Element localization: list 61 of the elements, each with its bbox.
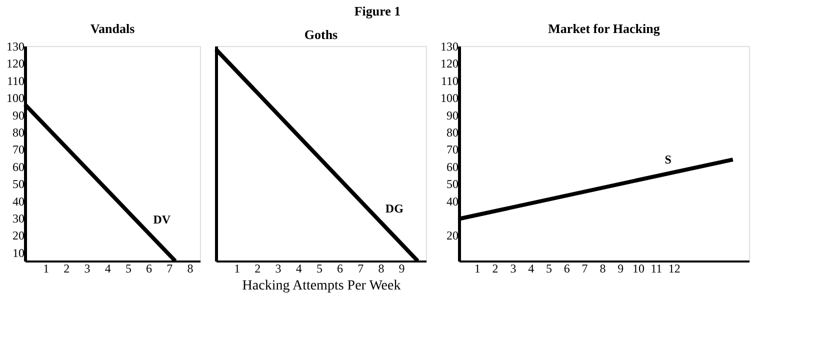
y-tick-label: 80 — [12, 126, 24, 140]
x-tick-label: 9 — [398, 262, 405, 276]
y-tick-label: 60 — [12, 160, 24, 174]
y-tick-label: 120 — [6, 56, 24, 71]
y-tick-label: 100 — [440, 91, 458, 106]
x-tick-label: 3 — [510, 262, 516, 276]
chart-title: Goths — [304, 27, 338, 42]
x-tick-label: 3 — [84, 262, 90, 276]
x-tick-label: 10 — [632, 262, 645, 276]
x-tick-label: 5 — [546, 262, 552, 276]
x-tick-label: 7 — [166, 262, 173, 276]
caption: Figure 1 — [354, 4, 401, 18]
y-tick-label: 50 — [12, 177, 24, 192]
y-tick-label: 30 — [12, 212, 24, 226]
x-tick-label: 1 — [474, 262, 480, 276]
y-tick-label: 90 — [446, 108, 458, 122]
y-tick-label: 40 — [12, 194, 24, 208]
y-tick-label: 20 — [446, 228, 458, 243]
x-tick-label: 4 — [296, 262, 302, 276]
series-label: DV — [153, 212, 171, 227]
x-tick-label: 6 — [146, 262, 152, 276]
x-tick-label: 3 — [275, 262, 282, 276]
x-tick-label: 2 — [64, 262, 70, 276]
y-tick-label: 40 — [446, 194, 458, 208]
x-tick-label: 5 — [316, 262, 322, 276]
x-axis-title: Hacking Attempts Per Week — [242, 278, 401, 294]
x-tick-label: 2 — [492, 262, 498, 276]
series-label: DG — [385, 202, 404, 216]
x-tick-label: 1 — [43, 262, 50, 276]
y-tick-label: 110 — [6, 74, 24, 88]
y-tick-label: 120 — [440, 56, 458, 71]
y-tick-label: 90 — [12, 108, 24, 122]
x-tick-label: 11 — [650, 262, 662, 276]
y-tick-label: 70 — [446, 142, 458, 157]
chart-title: Vandals — [90, 21, 135, 36]
chart-title: Market for Hacking — [548, 21, 660, 36]
x-tick-label: 6 — [337, 262, 344, 276]
x-tick-label: 6 — [564, 262, 570, 276]
y-tick-label: 100 — [6, 91, 24, 106]
series-label: S — [664, 152, 672, 166]
x-tick-label: 9 — [618, 262, 624, 276]
x-tick-label: 2 — [254, 262, 261, 276]
x-tick-label: 8 — [600, 262, 606, 276]
x-tick-label: 12 — [668, 262, 680, 276]
y-tick-label: 80 — [446, 126, 458, 140]
y-tick-label: 130 — [6, 40, 24, 54]
y-tick-label: 50 — [446, 177, 458, 192]
x-tick-label: 1 — [234, 262, 240, 276]
x-tick-label: 8 — [187, 262, 194, 276]
x-tick-label: 8 — [378, 262, 384, 276]
x-tick-label: 7 — [582, 262, 588, 276]
y-tick-label: 20 — [12, 228, 24, 243]
y-tick-label: 130 — [440, 40, 458, 54]
x-tick-label: 4 — [528, 262, 534, 276]
y-tick-label: 10 — [12, 246, 24, 260]
x-tick-label: 7 — [358, 262, 364, 276]
y-tick-label: 70 — [12, 142, 24, 157]
x-tick-label: 4 — [104, 262, 111, 276]
y-tick-label: 60 — [446, 160, 458, 174]
y-tick-label: 110 — [440, 74, 458, 88]
x-tick-label: 5 — [125, 262, 132, 276]
